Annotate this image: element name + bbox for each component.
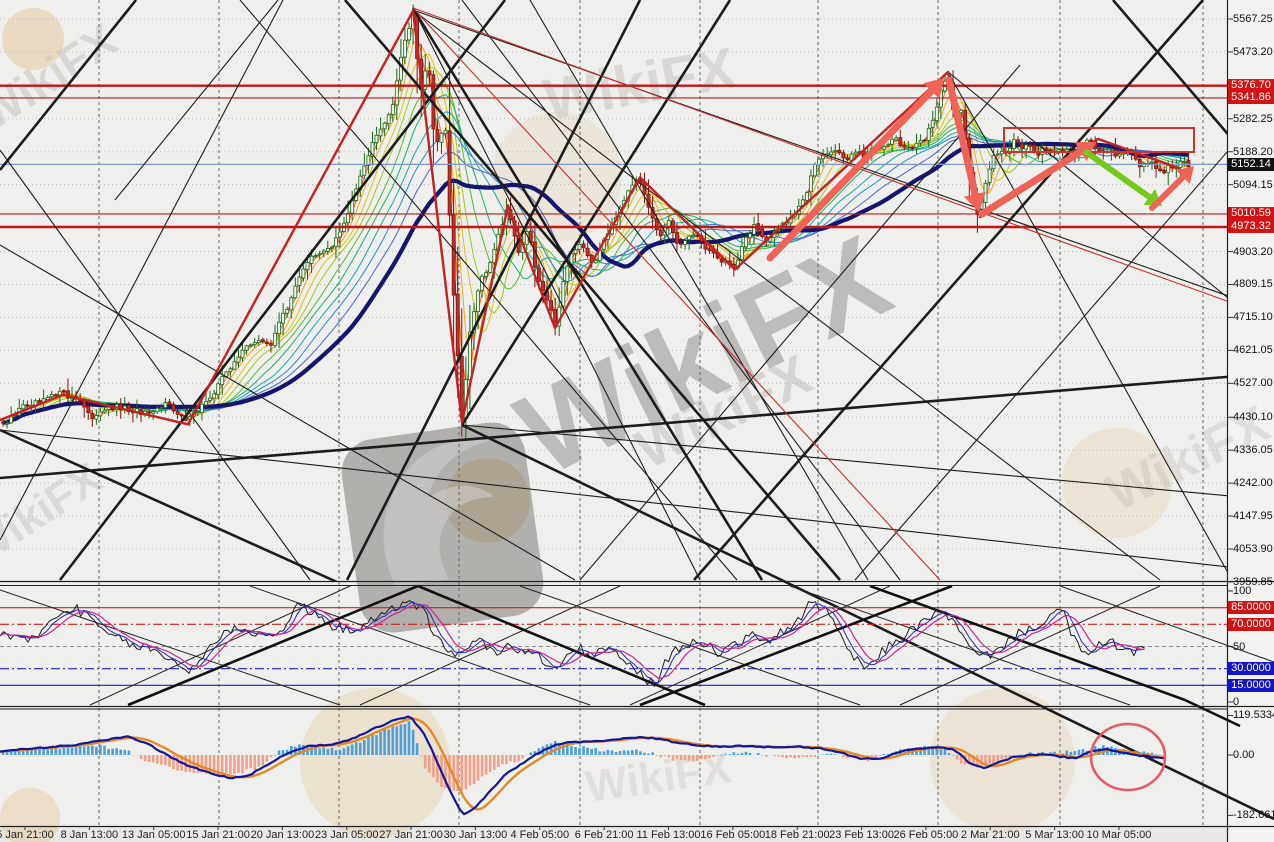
time-axis-label: 26 Feb 05:00: [893, 829, 959, 841]
time-axis-label: 23 Feb 13:00: [829, 829, 894, 841]
price-axis-label: 5567.25: [1233, 13, 1273, 25]
time-axis-label: 20 Jan 13:00: [250, 829, 315, 841]
time-axis-label: 23 Jan 05:00: [314, 829, 379, 841]
time-axis-label: 5 Mar 13:00: [1025, 829, 1084, 841]
price-level-badge: 4973.32: [1228, 220, 1274, 234]
stoch-level-badge: 30.0000: [1228, 662, 1274, 676]
price-axis-label: 4430.10: [1233, 411, 1273, 424]
time-axis-label: 15 Jan 21:00: [186, 829, 250, 841]
stoch-axis-label: 0: [1233, 696, 1240, 708]
stoch-level-badge: 15.0000: [1228, 678, 1274, 692]
price-level-badge: 5152.14: [1228, 157, 1274, 171]
stoch-axis-label: 100: [1233, 585, 1252, 597]
time-axis-label: 4 Feb 05:00: [510, 829, 570, 841]
macd-axis-label: 119.5334: [1233, 709, 1274, 722]
stoch-level-badge: 85.0000: [1228, 601, 1274, 615]
direction-arrow: [1149, 166, 1194, 211]
price-axis-label: 4715.10: [1233, 311, 1273, 324]
price-axis-label: 4242.00: [1233, 477, 1273, 490]
time-axis-label: 2 Mar 21:00: [960, 829, 1020, 841]
price-axis-label: 4147.95: [1233, 510, 1273, 523]
price-axis-label: 5094.15: [1233, 178, 1273, 191]
macd-axis-label: 0.00: [1233, 749, 1255, 761]
time-axis-label: 6 Feb 21:00: [574, 829, 634, 841]
time-axis-label: 27 Jan 21:00: [379, 829, 443, 841]
time-axis-label: 10 Mar 05:00: [1086, 829, 1152, 841]
time-axis-label: 5 Jan 21:00: [0, 829, 54, 841]
direction-arrow: [766, 78, 944, 262]
macd-histogram: [1, 721, 1166, 791]
watermark-logo: [445, 458, 530, 543]
price-axis-label: 4336.05: [1233, 444, 1273, 457]
highlight-rect: [1003, 127, 1195, 153]
price-axis-label: 3959.85: [1233, 575, 1273, 588]
candlesticks: [1, 4, 1191, 441]
stoch-panel[interactable]: [0, 585, 1227, 706]
stoch-level-badge: 70.0000: [1228, 617, 1274, 631]
price-axis-label: 4527.00: [1233, 377, 1273, 390]
stoch-axis-label: 50: [1233, 640, 1246, 653]
direction-arrow: [945, 76, 986, 212]
watermark-logo: [2, 8, 64, 70]
price-level-badge: 5010.59: [1228, 207, 1274, 221]
time-axis-label: 11 Feb 13:00: [636, 829, 701, 841]
price-axis-label: 4809.15: [1233, 278, 1273, 291]
watermark-logo: [300, 688, 450, 838]
time-axis-label: 18 Feb 21:00: [764, 829, 830, 841]
time-axis-label: 8 Jan 13:00: [60, 829, 119, 841]
time-axis-label: 30 Jan 13:00: [443, 829, 508, 841]
price-level-badge: 5341.86: [1228, 91, 1274, 105]
price-level-badge: 5376.70: [1228, 79, 1274, 93]
price-axis-label: 5282.25: [1233, 112, 1273, 125]
main-chart-panel[interactable]: [0, 0, 1227, 581]
time-axis-label: 16 Feb 05:00: [700, 829, 766, 841]
price-axis-label: 4053.90: [1233, 542, 1273, 555]
time-axis-label: 13 Jan 05:00: [121, 829, 186, 841]
price-axis-label: 4903.20: [1233, 245, 1273, 258]
price-axis-label: 5473.20: [1233, 45, 1273, 58]
macd-panel[interactable]: [0, 709, 1227, 826]
price-axis-label: 5188.20: [1233, 145, 1273, 158]
highlight-circle: [1089, 722, 1167, 792]
watermark-logo: [0, 788, 60, 842]
price-axis-label: 4621.05: [1233, 344, 1273, 357]
watermark-logo: [341, 422, 544, 633]
